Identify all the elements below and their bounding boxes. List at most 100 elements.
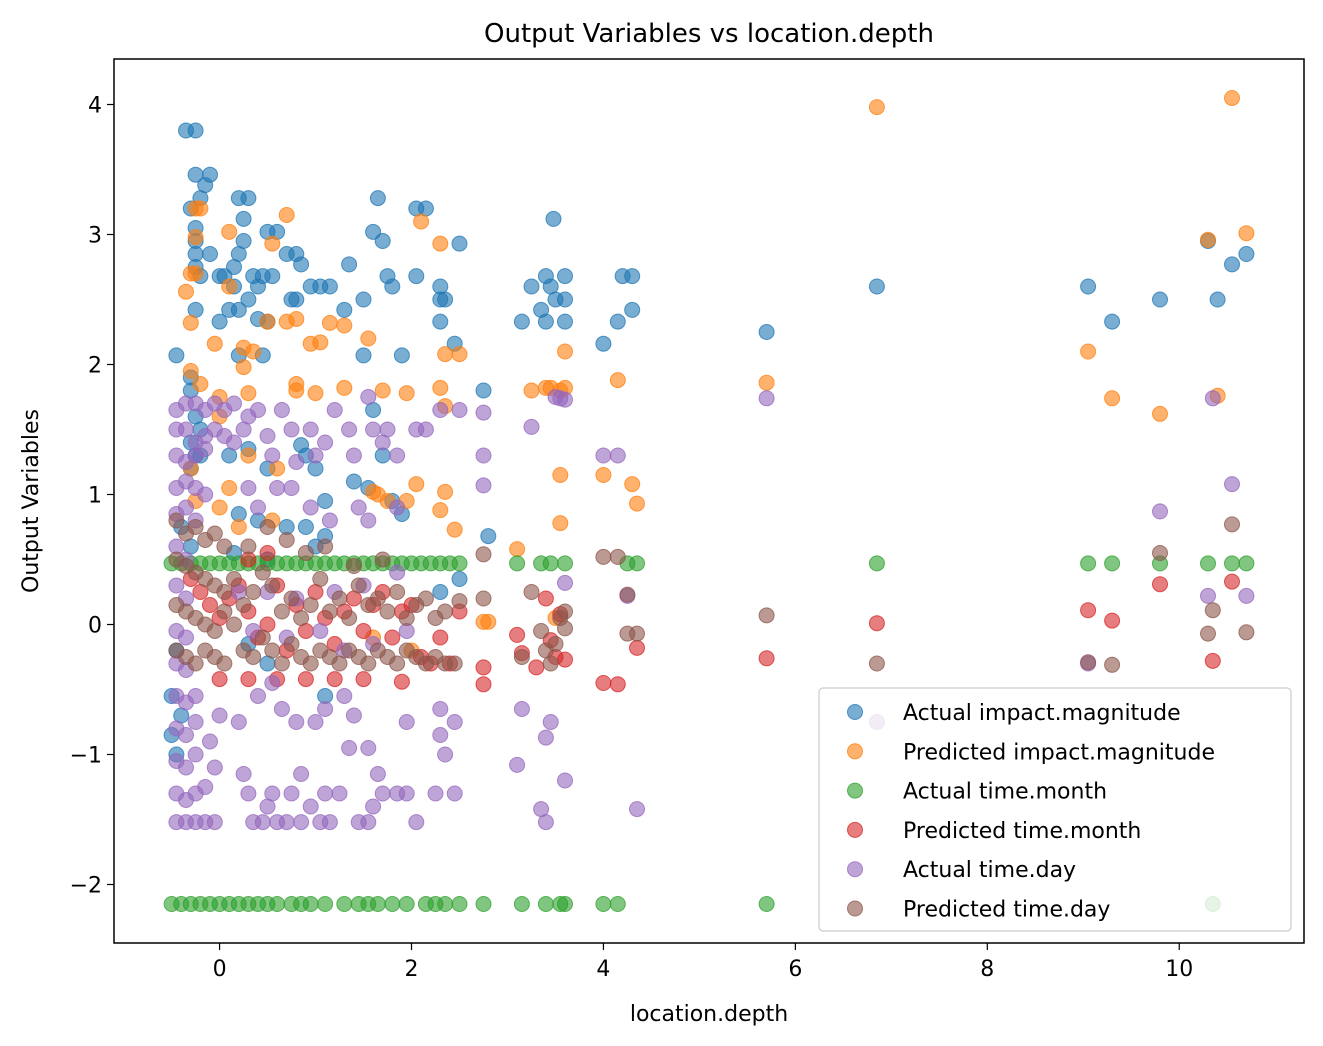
scatter-point: [360, 512, 377, 529]
scatter-point: [758, 324, 775, 340]
legend-label: Actual impact.magnitude: [903, 701, 1181, 726]
scatter-point: [187, 688, 204, 704]
scatter-point: [307, 714, 324, 730]
scatter-point: [182, 363, 199, 379]
scatter-point: [1080, 343, 1097, 360]
scatter-point: [475, 477, 492, 494]
scatter-point: [557, 896, 573, 912]
scatter-point: [360, 330, 377, 347]
scatter-point: [609, 447, 626, 464]
scatter-point: [345, 473, 362, 490]
scatter-point: [355, 671, 372, 688]
scatter-point: [629, 555, 645, 572]
scatter-point: [475, 676, 492, 693]
scatter-point: [595, 335, 612, 352]
scatter-point: [537, 590, 554, 607]
scatter-point: [509, 626, 526, 643]
scatter-point: [557, 268, 573, 285]
scatter-point: [557, 603, 573, 620]
scatter-point: [187, 655, 204, 672]
x-tick-label: 2: [405, 957, 419, 982]
scatter-point: [221, 223, 238, 240]
scatter-point: [432, 502, 449, 519]
scatter-point: [317, 701, 334, 717]
scatter-point: [513, 701, 530, 717]
scatter-point: [288, 454, 305, 470]
scatter-point: [609, 896, 626, 912]
scatter-point: [302, 597, 319, 613]
x-axis-ticks: 0 2 4 6 8 10: [213, 943, 1193, 982]
scatter-point: [624, 476, 641, 493]
legend-marker: [847, 821, 863, 838]
scatter-point: [369, 766, 386, 782]
scatter-point: [336, 301, 353, 318]
scatter-point: [192, 200, 209, 217]
scatter-point: [250, 688, 266, 704]
scatter-point: [307, 385, 324, 402]
scatter-point: [1200, 555, 1216, 572]
scatter-point: [417, 590, 434, 607]
scatter-point: [513, 896, 530, 912]
scatter-point: [389, 564, 406, 581]
scatter-point: [389, 584, 406, 600]
x-tick-label: 6: [788, 957, 802, 982]
scatter-point: [211, 499, 228, 516]
scatter-point: [1104, 656, 1121, 673]
scatter-point: [240, 385, 257, 402]
scatter-point: [451, 346, 468, 363]
scatter-point: [398, 610, 415, 626]
legend-box: [818, 687, 1292, 932]
scatter-point: [629, 625, 645, 642]
scatter-point: [451, 571, 468, 587]
scatter-point: [259, 313, 276, 330]
scatter-point: [537, 313, 554, 330]
scatter-point: [245, 584, 262, 600]
scatter-point: [432, 313, 449, 330]
legend-label: Actual time.month: [903, 780, 1107, 805]
series-5-points: [168, 512, 1255, 673]
scatter-point: [321, 512, 338, 529]
scatter-point: [384, 896, 401, 912]
scatter-point: [273, 655, 290, 672]
series-1-points: [178, 90, 1255, 659]
scatter-point: [302, 499, 319, 516]
scatter-point: [451, 402, 468, 418]
scatter-point: [278, 814, 295, 831]
legend-marker: [847, 861, 863, 878]
scatter-point: [321, 814, 338, 831]
scatter-point: [432, 584, 449, 600]
scatter-point: [178, 283, 194, 300]
scatter-point: [182, 314, 199, 331]
scatter-point: [312, 571, 329, 587]
scatter-point: [345, 447, 362, 464]
scatter-point: [437, 483, 454, 500]
scatter-point: [297, 545, 314, 561]
scatter-point: [408, 476, 425, 493]
scatter-point: [360, 740, 377, 756]
scatter-point: [595, 896, 612, 912]
scatter-point: [178, 629, 194, 646]
scatter-point: [293, 610, 310, 626]
scatter-point: [206, 335, 223, 352]
scatter-point: [336, 317, 353, 334]
scatter-point: [245, 343, 262, 360]
scatter-point: [432, 379, 449, 396]
scatter-point: [513, 313, 530, 330]
y-tick-label: 3: [88, 224, 102, 249]
scatter-point: [374, 382, 391, 399]
scatter-point: [369, 896, 386, 912]
scatter-point: [1200, 231, 1216, 248]
scatter-point: [542, 655, 559, 672]
scatter-point: [312, 623, 329, 639]
scatter-point: [341, 610, 358, 626]
scatter-point: [1209, 291, 1226, 308]
scatter-point: [360, 814, 377, 831]
scatter-point: [168, 512, 185, 529]
scatter-point: [384, 278, 401, 295]
scatter-point: [341, 256, 358, 273]
scatter-point: [350, 499, 367, 516]
scatter-point: [297, 519, 314, 535]
scatter-point: [230, 714, 247, 730]
scatter-point: [245, 649, 262, 665]
